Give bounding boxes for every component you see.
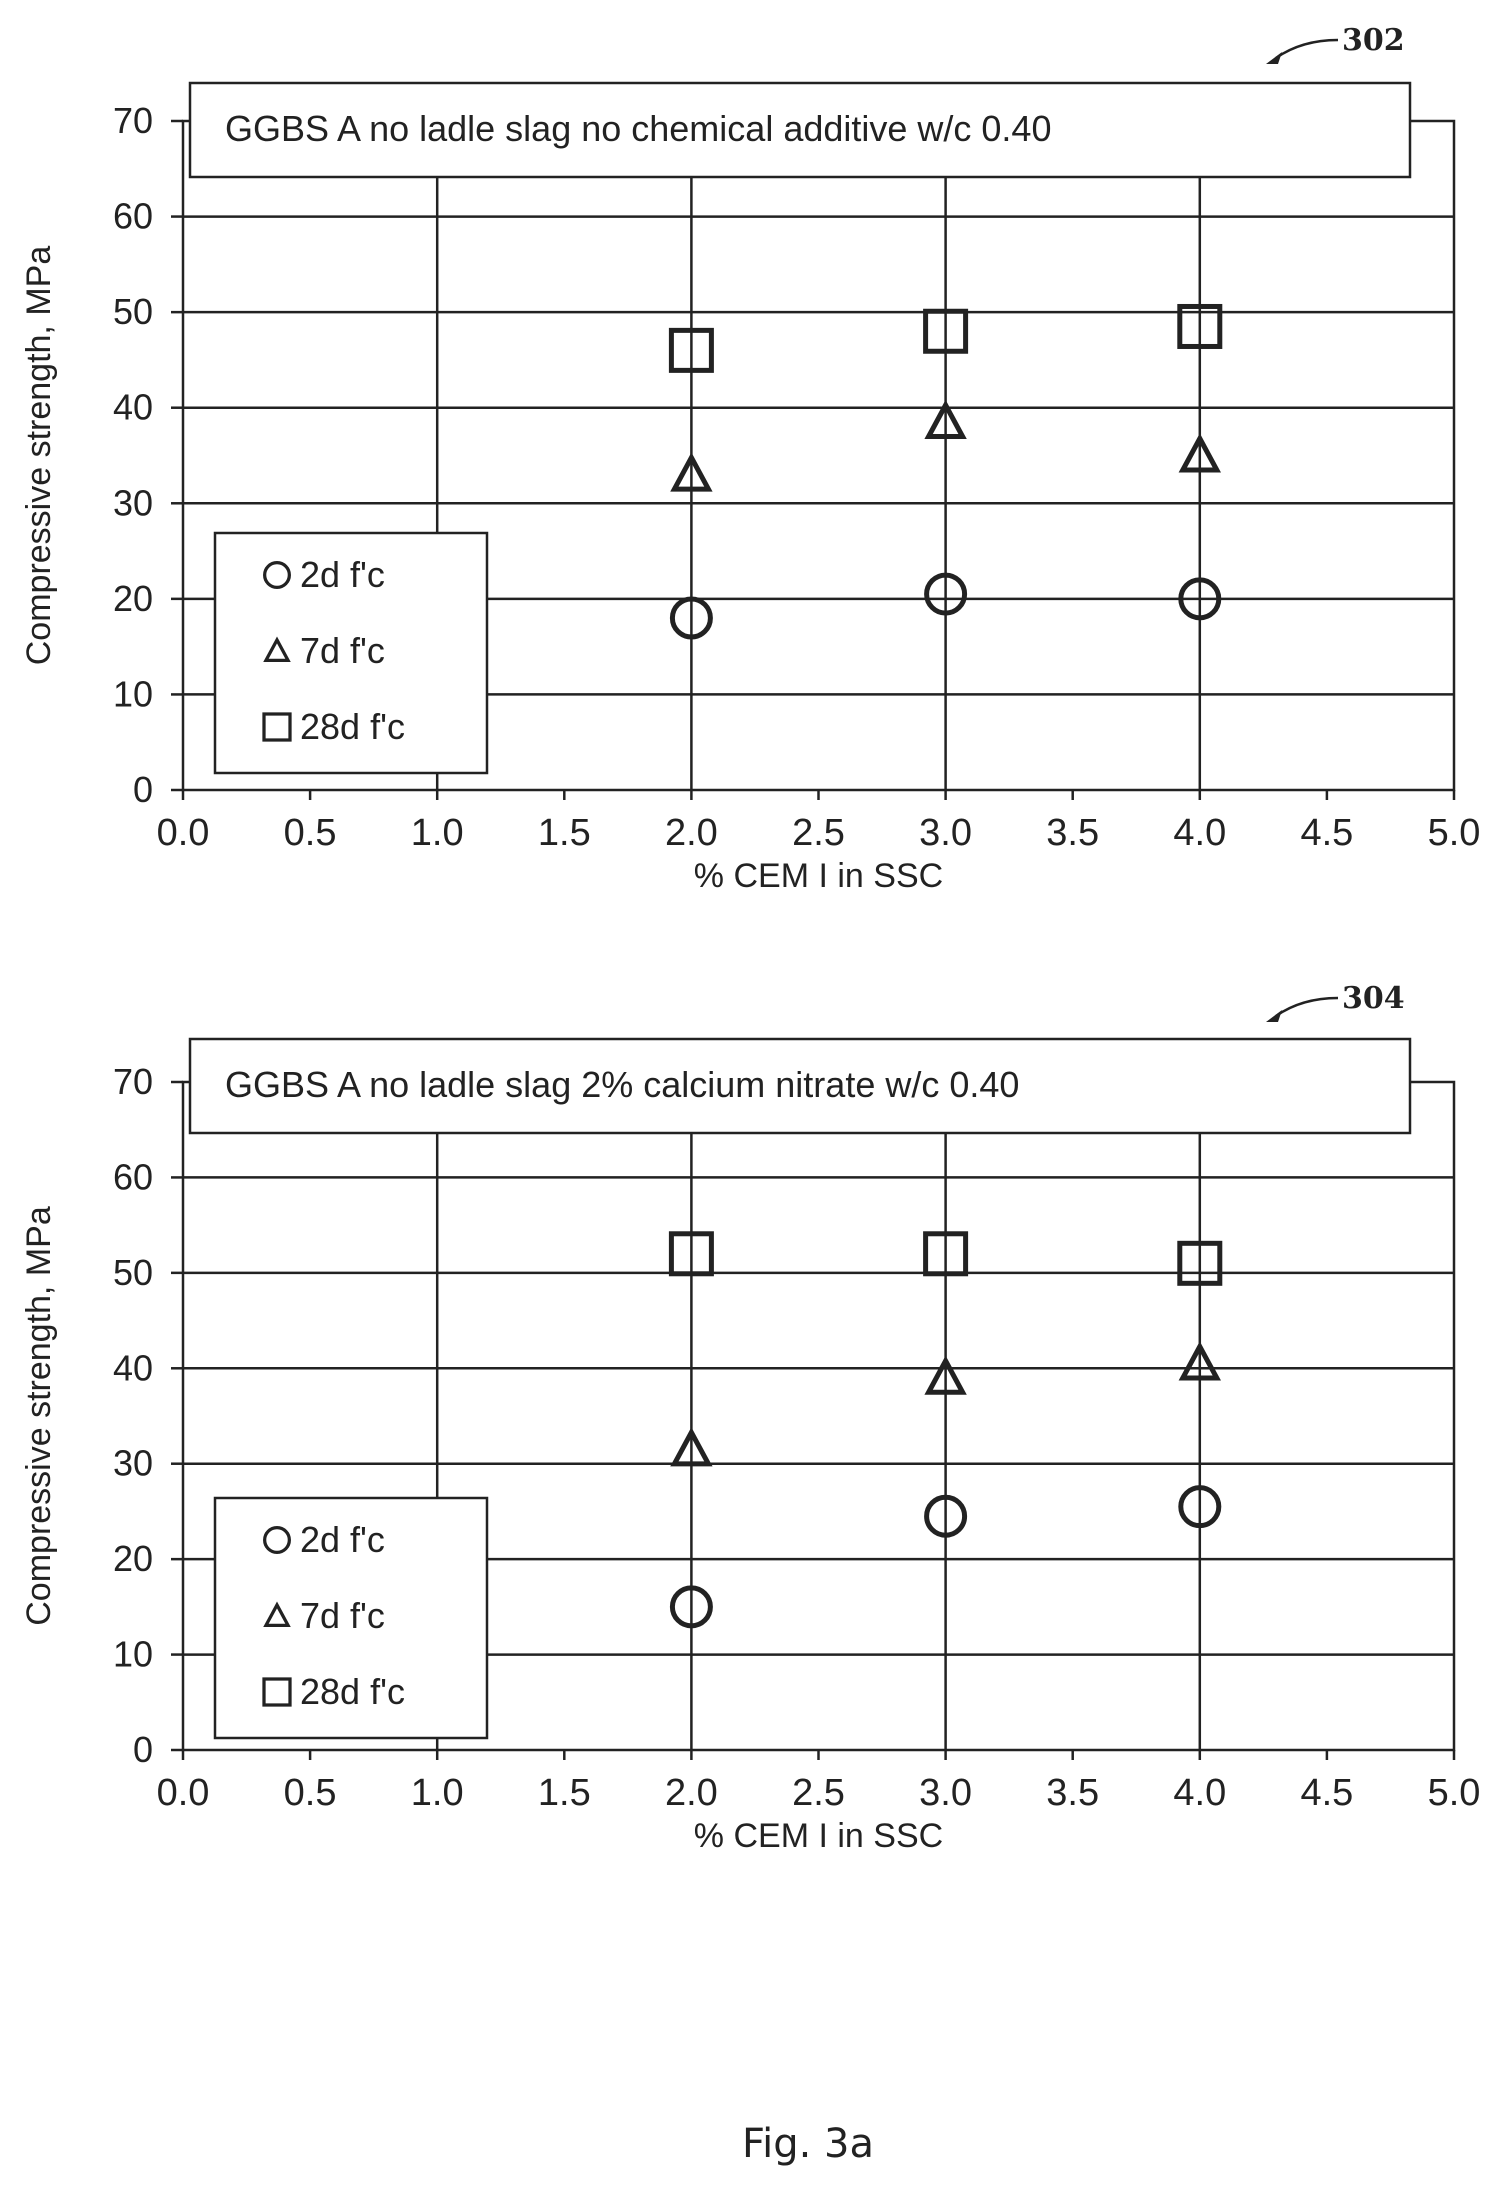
y-tick-label: 10 <box>113 673 153 714</box>
x-axis-label: % CEM I in SSC <box>694 857 943 895</box>
legend-marker-triangle-icon <box>263 636 291 663</box>
x-tick-label: 2.5 <box>792 1772 845 1814</box>
x-tick-label: 2.0 <box>665 812 718 854</box>
x-tick-label: 0.5 <box>284 812 337 854</box>
chart-title: GGBS A no ladle slag no chemical additiv… <box>225 108 1051 149</box>
y-axis-label: Compressive strength, MPa <box>20 246 58 666</box>
y-tick-label: 40 <box>113 1347 153 1388</box>
y-tick-label: 40 <box>113 387 153 428</box>
x-tick-label: 4.0 <box>1173 1772 1226 1814</box>
x-tick-label: 3.5 <box>1046 812 1099 854</box>
data-point-triangle-4.0 <box>1178 433 1221 473</box>
y-tick-label: 30 <box>113 482 153 523</box>
data-point-triangle-2.0 <box>670 452 713 492</box>
x-tick-label: 4.5 <box>1300 1772 1353 1814</box>
ref-arrow-304-icon <box>1275 996 1339 1018</box>
data-point-triangle-3.0 <box>924 399 967 439</box>
x-axis-label: % CEM I in SSC <box>694 1817 943 1855</box>
legend-marker-group <box>262 1677 292 1707</box>
x-tick-label: 0.5 <box>284 1772 337 1814</box>
legend-marker-triangle-icon <box>263 1601 291 1628</box>
ref-label-304-group: 304 <box>1266 981 1405 1022</box>
legend-marker-circle-icon <box>263 1526 291 1554</box>
legend-label: 28d f'c <box>300 1671 405 1712</box>
x-tick-label: 3.0 <box>919 1772 972 1814</box>
y-tick-label: 20 <box>113 1538 153 1579</box>
legend-label: 28d f'c <box>300 706 405 747</box>
legend-marker-group <box>263 1526 291 1554</box>
x-tick-label: 4.0 <box>1173 812 1226 854</box>
data-point-square-3.0 <box>923 308 969 354</box>
figure-caption: Fig. 3a <box>742 2121 874 2167</box>
y-tick-label: 0 <box>133 1729 153 1770</box>
data-point-circle-2.0 <box>669 596 713 640</box>
data-point-circle-3.0 <box>924 572 968 616</box>
x-tick-label: 5.0 <box>1428 812 1481 854</box>
legend-label: 2d f'c <box>300 1519 385 1560</box>
data-point-square-2.0 <box>668 327 714 373</box>
x-tick-label: 2.0 <box>665 1772 718 1814</box>
chart-title: GGBS A no ladle slag 2% calcium nitrate … <box>225 1064 1019 1105</box>
data-point-triangle-2.0 <box>670 1427 713 1467</box>
ref-arrowhead-304-icon <box>1266 1010 1282 1022</box>
x-tick-label: 4.5 <box>1300 812 1353 854</box>
data-point-square-4.0 <box>1177 1240 1223 1286</box>
x-tick-label: 0.0 <box>157 1772 210 1814</box>
x-tick-label: 1.5 <box>538 812 591 854</box>
legend-box <box>213 531 489 775</box>
ref-arrowhead-302-icon <box>1266 52 1282 64</box>
y-tick-label: 70 <box>113 100 153 141</box>
legend-box <box>213 1496 489 1740</box>
legend-marker-circle-icon <box>263 561 291 589</box>
y-tick-label: 60 <box>113 196 153 237</box>
legend: 2d f'c 7d f'c 28d f'c <box>213 1496 489 1740</box>
y-tick-label: 0 <box>133 769 153 810</box>
legend-marker-group <box>262 712 292 742</box>
x-tick-label: 2.5 <box>792 812 845 854</box>
data-point-circle-2.0 <box>669 1585 713 1629</box>
legend-label: 7d f'c <box>300 1595 385 1636</box>
legend: 2d f'c 7d f'c 28d f'c <box>213 531 489 775</box>
x-tick-label: 1.0 <box>411 812 464 854</box>
data-point-square-2.0 <box>668 1231 714 1277</box>
chart-304: 0 10 20 30 40 50 60 70 0.0 0.5 1.0 1.5 2.0 2.5 3.0 3.5 4… <box>20 1037 1481 1855</box>
chart-302: 0 10 20 30 40 50 60 70 0.0 0.5 1.0 1.5 2.0 2.5 3.0 3.5 4… <box>20 81 1481 895</box>
chart-title-box <box>188 81 1412 179</box>
y-tick-label: 50 <box>113 1252 153 1293</box>
y-tick-label: 10 <box>113 1634 153 1675</box>
x-tick-label: 5.0 <box>1428 1772 1481 1814</box>
x-tick-label: 3.5 <box>1046 1772 1099 1814</box>
ref-label-302-group: 302 <box>1266 23 1405 64</box>
chart-title-box <box>188 1037 1412 1135</box>
data-point-circle-4.0 <box>1178 577 1222 621</box>
data-point-triangle-4.0 <box>1178 1341 1221 1381</box>
ref-label-304: 304 <box>1342 981 1405 1016</box>
legend-marker-group <box>263 636 291 663</box>
data-point-circle-3.0 <box>924 1494 968 1538</box>
legend-marker-group <box>263 1601 291 1628</box>
y-tick-label: 70 <box>113 1061 153 1102</box>
x-tick-label: 1.5 <box>538 1772 591 1814</box>
y-tick-label: 30 <box>113 1443 153 1484</box>
data-point-square-3.0 <box>923 1231 969 1277</box>
ref-label-302: 302 <box>1342 23 1405 58</box>
y-axis-label: Compressive strength, MPa <box>20 1206 58 1626</box>
legend-label: 7d f'c <box>300 630 385 671</box>
x-tick-label: 0.0 <box>157 812 210 854</box>
legend-label: 2d f'c <box>300 554 385 595</box>
x-tick-label: 3.0 <box>919 812 972 854</box>
data-point-circle-4.0 <box>1178 1485 1222 1529</box>
ref-arrow-302-icon <box>1275 38 1339 60</box>
y-tick-label: 20 <box>113 578 153 619</box>
legend-marker-group <box>263 561 291 589</box>
y-tick-label: 50 <box>113 291 153 332</box>
y-tick-label: 60 <box>113 1156 153 1197</box>
data-point-triangle-3.0 <box>924 1355 967 1395</box>
legend-marker-square-icon <box>262 1677 292 1707</box>
legend-marker-square-icon <box>262 712 292 742</box>
x-tick-label: 1.0 <box>411 1772 464 1814</box>
data-point-square-4.0 <box>1177 303 1223 349</box>
